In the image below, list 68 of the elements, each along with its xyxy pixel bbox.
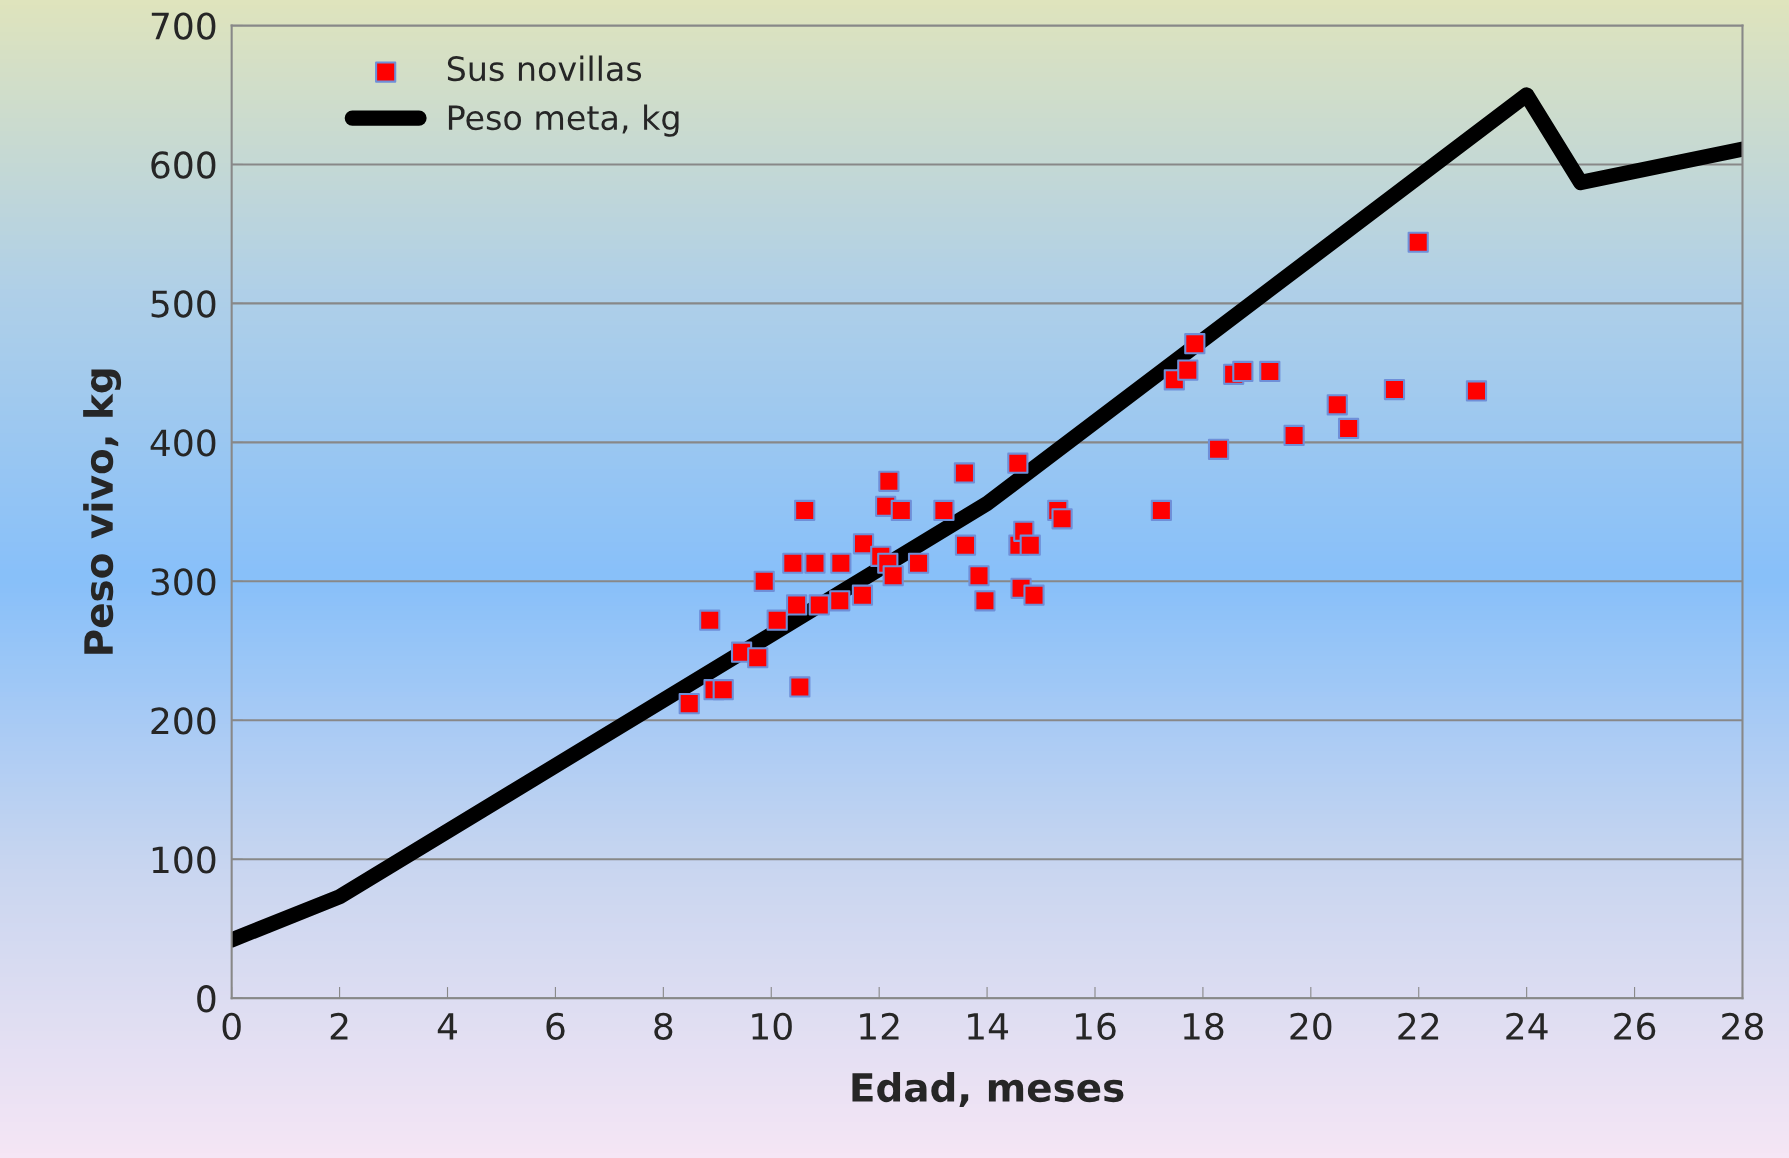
point bbox=[1232, 360, 1254, 383]
point bbox=[882, 565, 904, 587]
point bbox=[1383, 378, 1406, 401]
point bbox=[1007, 452, 1029, 474]
x-tick-label: 10 bbox=[752, 1012, 792, 1041]
x-tick-label: 20 bbox=[1290, 1012, 1332, 1041]
x-tick-label: 26 bbox=[1614, 1012, 1656, 1041]
x-tick-label: 2 bbox=[330, 1012, 348, 1040]
point bbox=[747, 647, 769, 669]
point bbox=[1184, 333, 1206, 355]
point bbox=[851, 584, 874, 606]
x-tick-label: 6 bbox=[546, 1012, 565, 1041]
point bbox=[852, 533, 875, 555]
x-tick-label: 16 bbox=[1075, 1012, 1116, 1041]
point bbox=[829, 590, 851, 612]
y-tick-label: 700 bbox=[151, 12, 216, 40]
point bbox=[953, 462, 976, 484]
point bbox=[1019, 534, 1041, 556]
point bbox=[678, 692, 700, 715]
x-tick-label: 12 bbox=[860, 1012, 899, 1040]
y-tick-label: 0 bbox=[197, 985, 216, 1013]
x-tick-label: 4 bbox=[437, 1013, 457, 1040]
y-tick-label: 500 bbox=[151, 290, 216, 318]
point bbox=[794, 499, 816, 522]
point bbox=[766, 609, 788, 631]
point bbox=[789, 676, 811, 698]
point bbox=[1283, 424, 1305, 447]
point bbox=[1326, 394, 1348, 416]
point bbox=[954, 534, 977, 556]
point bbox=[808, 594, 830, 616]
point bbox=[1259, 360, 1281, 383]
y-tick-label: 400 bbox=[150, 429, 216, 457]
x-axis-title: Edad, meses bbox=[852, 1072, 1124, 1108]
point bbox=[1207, 438, 1230, 460]
point bbox=[830, 552, 852, 574]
y-tick-label: 600 bbox=[151, 151, 216, 179]
point bbox=[1150, 499, 1172, 522]
point bbox=[782, 552, 804, 574]
point bbox=[712, 679, 734, 701]
point bbox=[753, 570, 775, 592]
point bbox=[974, 590, 996, 612]
point bbox=[890, 499, 912, 522]
point bbox=[933, 499, 955, 522]
x-tick-label: 24 bbox=[1506, 1012, 1548, 1040]
y-tick-label: 100 bbox=[152, 846, 216, 874]
x-tick-label: 28 bbox=[1722, 1012, 1763, 1041]
y-axis-title: Peso vivo, kg bbox=[83, 369, 122, 654]
point bbox=[804, 552, 826, 574]
point bbox=[1407, 231, 1429, 253]
point bbox=[1023, 584, 1045, 606]
point bbox=[1177, 359, 1199, 381]
x-tick-label: 8 bbox=[654, 1012, 673, 1041]
point bbox=[968, 565, 990, 587]
x-tick-label: 14 bbox=[968, 1013, 1009, 1040]
point bbox=[1465, 380, 1488, 402]
x-tick-label: 18 bbox=[1183, 1012, 1224, 1041]
y-tick-label: 200 bbox=[151, 707, 216, 735]
point bbox=[786, 594, 808, 616]
legend-label: Peso meta, kg bbox=[448, 104, 679, 137]
y-tick-label: 300 bbox=[151, 568, 216, 596]
point bbox=[1337, 417, 1360, 440]
point bbox=[907, 552, 930, 574]
point bbox=[1051, 508, 1073, 530]
legend-label: Sus novillas bbox=[447, 55, 642, 82]
point bbox=[878, 470, 900, 492]
point bbox=[699, 609, 721, 631]
x-tick-label: 0 bbox=[222, 1012, 241, 1041]
x-tick-label: 22 bbox=[1398, 1012, 1439, 1040]
